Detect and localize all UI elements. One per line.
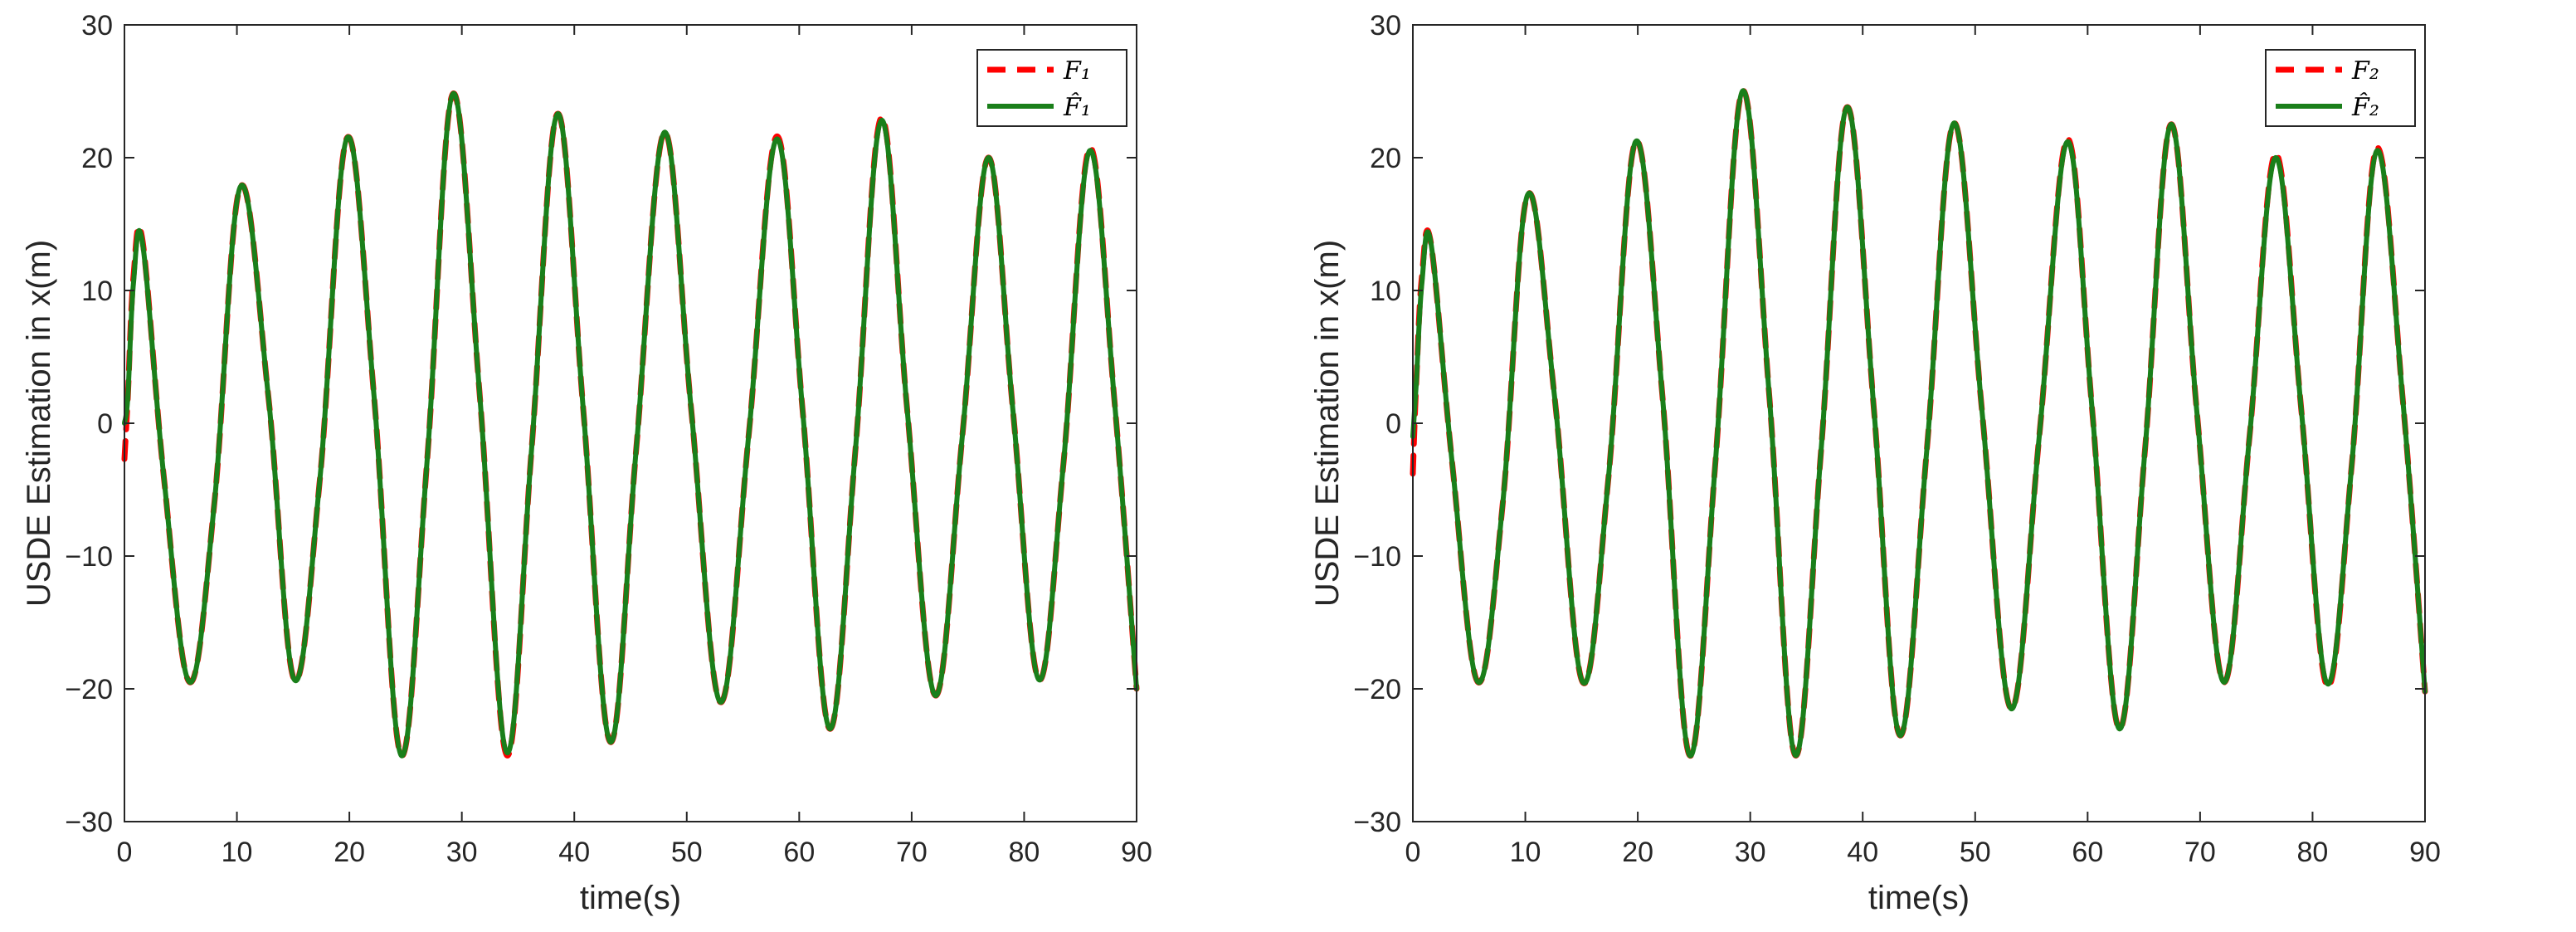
chart-panel-1: 0 10 20 30 40 50 60 70 80 90 30 20 10 0 −10 −20 −30 time(… bbox=[21, 10, 1152, 916]
y-tick-label: 30 bbox=[1370, 10, 1401, 41]
x-tick-label: 80 bbox=[1009, 837, 1040, 868]
y-tick-label: −30 bbox=[65, 807, 113, 838]
y-tick-label: 0 bbox=[97, 408, 113, 440]
x-tick-label: 90 bbox=[1121, 837, 1152, 868]
y-tick-label: −10 bbox=[1353, 541, 1401, 573]
x-tick-label: 60 bbox=[783, 837, 815, 868]
x-tick-label: 90 bbox=[2409, 837, 2441, 868]
x-tick-label: 20 bbox=[334, 837, 365, 868]
legend-box bbox=[976, 49, 1127, 127]
series-line-estimated bbox=[122, 90, 1139, 759]
y-axis-label: USDE Estimation in x(m) bbox=[21, 240, 57, 607]
x-tick-label: 60 bbox=[2072, 837, 2103, 868]
x-tick-label: 40 bbox=[1847, 837, 1878, 868]
chart-panel-2: 0 10 20 30 40 50 60 70 80 90 30 20 10 0 −10 −20 −30 time(… bbox=[1288, 0, 2576, 932]
y-tick-label: 20 bbox=[81, 143, 113, 174]
x-tick-label: 50 bbox=[671, 837, 703, 868]
y-tick-label: 20 bbox=[1370, 143, 1401, 174]
x-tick-label: 0 bbox=[117, 837, 133, 868]
legend-label-measured: F₂ bbox=[2351, 56, 2379, 85]
x-tick-label: 40 bbox=[558, 837, 590, 868]
x-tick-label: 50 bbox=[1960, 837, 1991, 868]
y-tick-label: −20 bbox=[65, 674, 113, 705]
y-tick-label: −10 bbox=[65, 541, 113, 573]
x-tick-label: 0 bbox=[1405, 837, 1421, 868]
x-tick-label: 20 bbox=[1622, 837, 1653, 868]
y-tick-label: 10 bbox=[1370, 276, 1401, 307]
usde-estimation-chart-1: 0 10 20 30 40 50 60 70 80 90 30 20 10 0 −10 −20 −30 time(… bbox=[21, 10, 1152, 916]
plot-area bbox=[124, 25, 1137, 822]
x-tick-label: 30 bbox=[446, 837, 478, 868]
x-tick-label: 70 bbox=[896, 837, 928, 868]
x-tick-label: 80 bbox=[2297, 837, 2329, 868]
x-axis-label: time(s) bbox=[1868, 880, 1970, 916]
y-axis-label: USDE Estimation in x(m) bbox=[1309, 240, 1346, 607]
x-tick-label: 30 bbox=[1735, 837, 1766, 868]
plot-area bbox=[1413, 25, 2425, 822]
legend: F₁ F̂₁ bbox=[976, 49, 1127, 127]
usde-estimation-chart-2: 0 10 20 30 40 50 60 70 80 90 30 20 10 0 −10 −20 −30 time(… bbox=[1309, 10, 2441, 916]
legend-label-estimated: F̂₁ bbox=[1063, 93, 1091, 122]
legend: F₂ F̂₂ bbox=[2265, 49, 2416, 127]
y-tick-label: −30 bbox=[1353, 807, 1401, 838]
y-tick-label: 10 bbox=[81, 276, 113, 307]
x-tick-label: 70 bbox=[2184, 837, 2216, 868]
legend-box bbox=[2265, 49, 2416, 127]
legend-label-estimated: F̂₂ bbox=[2351, 93, 2379, 122]
y-tick-label: 30 bbox=[81, 10, 113, 41]
series-line-estimated bbox=[1410, 88, 2427, 759]
x-tick-label: 10 bbox=[222, 837, 253, 868]
y-tick-label: 0 bbox=[1385, 408, 1401, 440]
y-tick-label: −20 bbox=[1353, 674, 1401, 705]
legend-label-measured: F₁ bbox=[1063, 56, 1091, 85]
x-axis-label: time(s) bbox=[580, 880, 681, 916]
x-tick-label: 10 bbox=[1510, 837, 1541, 868]
